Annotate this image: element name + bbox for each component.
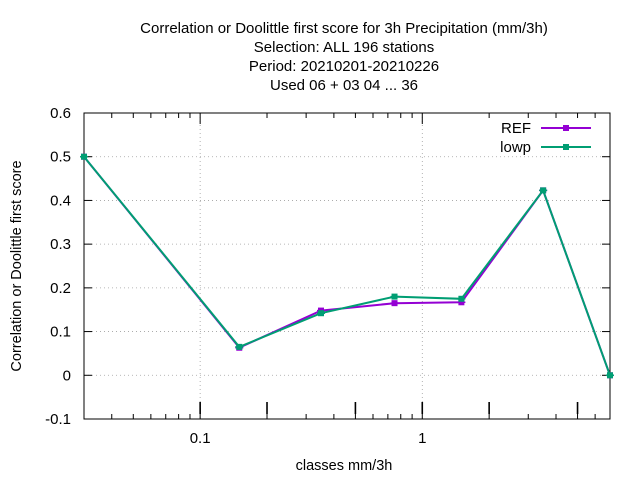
chart-title-line-1: Correlation or Doolittle first score for…: [140, 20, 548, 37]
legend-marker: [563, 144, 569, 150]
axis-tick-labels: -0.1 0 0.1 0.2 0.3 0.4 0.5 0.6 0.1 1: [45, 105, 426, 447]
series-line: [83, 156, 611, 376]
series-lowp: [80, 153, 614, 379]
series-line: [83, 156, 611, 376]
y-axis-label: Correlation or Doolittle first score: [9, 160, 25, 371]
data-series: [80, 153, 614, 379]
legend: REF lowp: [500, 120, 591, 156]
y-tick-label: 0.2: [50, 280, 71, 297]
legend-label: REF: [501, 120, 531, 137]
axis-ticks: [84, 112, 610, 420]
legend-label: lowp: [500, 139, 531, 156]
x-tick-label: 1: [418, 430, 426, 447]
series-REF: [80, 153, 614, 379]
x-axis-label: classes mm/3h: [296, 458, 393, 474]
x-tick-label: 0.1: [190, 430, 211, 447]
chart-title-line-2: Selection: ALL 196 stations: [254, 39, 434, 56]
y-tick-label: 0.1: [50, 324, 71, 341]
y-tick-label: 0.5: [50, 149, 71, 166]
y-tick-label: 0: [63, 367, 71, 384]
y-tick-label: 0.3: [50, 236, 71, 253]
chart-title-line-3: Period: 20210201-20210226: [249, 58, 439, 75]
grid-lines: [84, 113, 610, 419]
y-tick-label: 0.6: [50, 105, 71, 122]
chart-title-line-4: Used 06 + 03 04 ... 36: [270, 77, 418, 94]
plot-frame: [83, 112, 611, 420]
chart-title: Correlation or Doolittle first score for…: [140, 20, 548, 94]
y-tick-label: -0.1: [45, 411, 71, 428]
y-tick-label: 0.4: [50, 192, 71, 209]
legend-marker: [563, 125, 569, 131]
